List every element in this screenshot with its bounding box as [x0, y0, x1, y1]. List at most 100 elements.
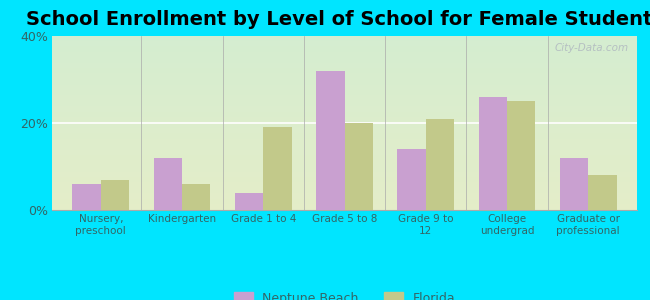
- Bar: [72, 184, 101, 210]
- Bar: [52, 176, 637, 177]
- Bar: [52, 110, 637, 111]
- Bar: [52, 125, 637, 126]
- Bar: [52, 199, 637, 200]
- Bar: [52, 108, 637, 109]
- Bar: [52, 92, 637, 93]
- Bar: [263, 127, 292, 210]
- Bar: [52, 168, 637, 169]
- Bar: [52, 150, 637, 151]
- Bar: [52, 36, 637, 37]
- Bar: [52, 198, 637, 199]
- Bar: [52, 200, 637, 201]
- Bar: [52, 83, 637, 84]
- Bar: [52, 66, 637, 67]
- Bar: [560, 158, 588, 210]
- Bar: [52, 163, 637, 164]
- Bar: [52, 85, 637, 86]
- Bar: [52, 187, 637, 188]
- Bar: [52, 126, 637, 127]
- Bar: [52, 39, 637, 40]
- Bar: [52, 79, 637, 80]
- Bar: [52, 203, 637, 204]
- Bar: [52, 53, 637, 54]
- Bar: [52, 162, 637, 163]
- Bar: [52, 170, 637, 171]
- Bar: [52, 38, 637, 39]
- Bar: [52, 144, 637, 145]
- Bar: [52, 102, 637, 103]
- Bar: [52, 135, 637, 136]
- Bar: [52, 91, 637, 92]
- Bar: [52, 182, 637, 183]
- Bar: [182, 184, 211, 210]
- Bar: [52, 184, 637, 185]
- Bar: [52, 140, 637, 141]
- Bar: [52, 48, 637, 49]
- Bar: [52, 73, 637, 74]
- Bar: [52, 129, 637, 130]
- Bar: [52, 58, 637, 59]
- Bar: [52, 81, 637, 82]
- Bar: [52, 181, 637, 182]
- Bar: [52, 130, 637, 131]
- Bar: [52, 124, 637, 125]
- Bar: [52, 152, 637, 153]
- Bar: [52, 52, 637, 53]
- Bar: [52, 196, 637, 197]
- Bar: [52, 47, 637, 48]
- Bar: [52, 45, 637, 46]
- Bar: [52, 86, 637, 87]
- Bar: [52, 190, 637, 191]
- Bar: [52, 149, 637, 150]
- Bar: [52, 116, 637, 117]
- Bar: [52, 194, 637, 195]
- Bar: [52, 43, 637, 44]
- Bar: [52, 117, 637, 118]
- Bar: [52, 206, 637, 207]
- Bar: [52, 82, 637, 83]
- Bar: [52, 141, 637, 142]
- Bar: [52, 191, 637, 192]
- Bar: [52, 142, 637, 143]
- Bar: [52, 71, 637, 72]
- Bar: [52, 63, 637, 64]
- Bar: [588, 175, 617, 210]
- Bar: [52, 95, 637, 96]
- Bar: [52, 209, 637, 210]
- Bar: [426, 118, 454, 210]
- Title: School Enrollment by Level of School for Female Students: School Enrollment by Level of School for…: [25, 10, 650, 29]
- Bar: [52, 75, 637, 76]
- Bar: [52, 84, 637, 85]
- Bar: [52, 147, 637, 148]
- Bar: [52, 201, 637, 202]
- Bar: [52, 197, 637, 198]
- Bar: [52, 118, 637, 119]
- Bar: [52, 171, 637, 172]
- Bar: [52, 173, 637, 174]
- Bar: [52, 87, 637, 88]
- Bar: [52, 113, 637, 114]
- Bar: [52, 179, 637, 180]
- Bar: [52, 138, 637, 139]
- Bar: [52, 178, 637, 179]
- Bar: [52, 139, 637, 140]
- Bar: [52, 50, 637, 51]
- Bar: [52, 123, 637, 124]
- Bar: [52, 136, 637, 137]
- Bar: [52, 120, 637, 121]
- Bar: [52, 67, 637, 68]
- Bar: [52, 164, 637, 165]
- Bar: [52, 177, 637, 178]
- Bar: [52, 72, 637, 73]
- Bar: [52, 122, 637, 123]
- Bar: [52, 85, 637, 86]
- Bar: [52, 160, 637, 161]
- Bar: [52, 77, 637, 78]
- Bar: [52, 160, 637, 161]
- Bar: [52, 54, 637, 55]
- Bar: [52, 46, 637, 47]
- Bar: [52, 41, 637, 42]
- Bar: [52, 106, 637, 107]
- Bar: [52, 56, 637, 57]
- Bar: [52, 132, 637, 133]
